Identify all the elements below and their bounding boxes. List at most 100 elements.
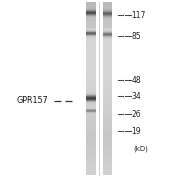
Bar xyxy=(86,94,96,95)
Bar xyxy=(86,129,96,130)
Bar xyxy=(103,99,112,100)
Bar xyxy=(86,113,96,114)
Bar xyxy=(86,94,96,95)
Bar xyxy=(103,27,112,28)
Bar xyxy=(86,15,96,16)
Bar xyxy=(86,135,96,136)
Bar xyxy=(103,147,112,148)
Bar xyxy=(86,103,96,104)
Bar xyxy=(103,93,112,94)
Bar xyxy=(103,125,112,126)
Bar xyxy=(86,117,96,118)
Bar xyxy=(86,147,96,148)
Bar xyxy=(86,84,96,85)
Bar xyxy=(86,36,96,37)
Bar xyxy=(103,23,112,24)
Bar xyxy=(103,13,112,14)
Bar xyxy=(103,130,112,131)
Bar xyxy=(103,31,112,32)
Bar xyxy=(103,36,112,37)
Bar xyxy=(103,87,112,88)
Bar xyxy=(86,41,96,42)
Bar xyxy=(86,105,96,106)
Bar xyxy=(103,22,112,23)
Bar xyxy=(103,71,112,72)
Bar xyxy=(86,77,96,78)
Bar xyxy=(103,32,112,33)
Bar xyxy=(86,83,96,84)
Bar xyxy=(103,10,112,11)
Bar xyxy=(103,145,112,146)
Bar xyxy=(86,136,96,137)
Bar xyxy=(86,98,96,99)
Bar xyxy=(86,7,96,8)
Bar xyxy=(86,162,96,163)
Bar xyxy=(86,123,96,124)
Bar xyxy=(103,134,112,135)
Bar xyxy=(86,59,96,60)
Bar xyxy=(103,162,112,163)
Bar xyxy=(103,168,112,169)
Bar xyxy=(103,25,112,26)
Bar xyxy=(103,86,112,87)
Bar xyxy=(103,107,112,108)
Bar xyxy=(103,3,112,4)
Bar xyxy=(86,16,96,17)
Bar xyxy=(103,115,112,116)
Bar xyxy=(86,166,96,167)
Bar xyxy=(103,4,112,5)
Bar xyxy=(103,160,112,161)
Bar xyxy=(103,159,112,160)
Bar xyxy=(86,127,96,128)
Bar xyxy=(103,143,112,144)
Bar xyxy=(86,61,96,62)
Bar xyxy=(103,149,112,150)
Bar xyxy=(86,62,96,63)
Bar xyxy=(103,30,112,31)
Bar xyxy=(86,11,96,12)
Bar xyxy=(86,38,96,39)
Bar xyxy=(103,32,112,33)
Bar xyxy=(86,87,96,88)
Bar xyxy=(86,67,96,68)
Bar xyxy=(86,14,96,15)
Bar xyxy=(103,55,112,56)
Bar xyxy=(103,62,112,63)
Bar xyxy=(103,92,112,93)
Bar xyxy=(103,44,112,45)
Bar xyxy=(103,167,112,168)
Bar xyxy=(103,144,112,145)
Bar xyxy=(103,28,112,29)
Bar xyxy=(86,102,96,103)
Bar xyxy=(103,5,112,6)
Bar xyxy=(86,99,96,100)
Bar xyxy=(103,150,112,151)
Bar xyxy=(86,31,96,32)
Bar xyxy=(103,128,112,129)
Bar xyxy=(86,6,96,7)
Bar xyxy=(103,161,112,162)
Bar xyxy=(103,12,112,13)
Bar xyxy=(86,102,96,103)
Bar xyxy=(103,12,112,13)
Bar xyxy=(103,123,112,124)
Bar xyxy=(86,14,96,15)
Bar xyxy=(86,110,96,111)
Bar xyxy=(103,18,112,19)
Bar xyxy=(86,53,96,54)
Bar xyxy=(103,64,112,65)
Bar xyxy=(86,114,96,115)
Bar xyxy=(103,24,112,25)
Bar xyxy=(103,68,112,69)
Bar xyxy=(103,155,112,156)
Bar xyxy=(103,137,112,138)
Bar xyxy=(103,46,112,47)
Bar xyxy=(86,36,96,37)
Bar xyxy=(103,110,112,111)
Bar xyxy=(103,37,112,38)
Bar xyxy=(86,74,96,75)
Bar xyxy=(86,29,96,30)
Bar xyxy=(103,108,112,109)
Bar xyxy=(103,35,112,36)
Bar xyxy=(86,99,96,100)
